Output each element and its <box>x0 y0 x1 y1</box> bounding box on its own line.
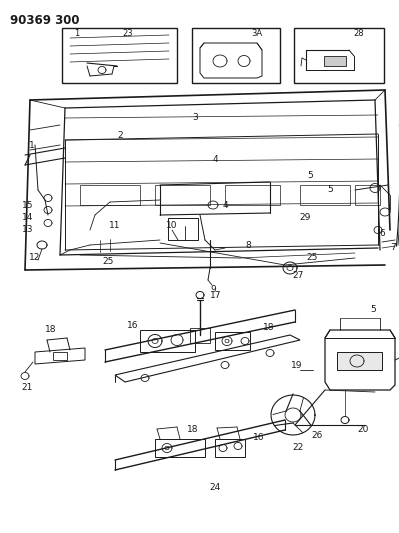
Text: 13: 13 <box>22 225 34 235</box>
Text: 5: 5 <box>327 185 333 195</box>
Text: 14: 14 <box>22 214 34 222</box>
Text: 16: 16 <box>127 320 139 329</box>
Text: 25: 25 <box>306 254 318 262</box>
Bar <box>155 185 210 205</box>
Bar <box>215 439 245 457</box>
Text: 23: 23 <box>122 29 132 38</box>
Bar <box>225 185 280 205</box>
Text: 90369 300: 90369 300 <box>10 14 79 27</box>
Bar <box>168 218 198 240</box>
Text: 17: 17 <box>210 290 221 300</box>
Text: 7: 7 <box>390 244 396 253</box>
Text: 26: 26 <box>311 431 323 440</box>
Bar <box>324 56 346 66</box>
Text: 3A: 3A <box>251 29 262 38</box>
Text: 1: 1 <box>74 29 79 38</box>
Text: 27: 27 <box>292 271 304 279</box>
Text: 20: 20 <box>357 425 368 434</box>
Bar <box>215 332 250 350</box>
Bar <box>140 330 195 352</box>
Text: 6: 6 <box>379 229 385 238</box>
Text: 12: 12 <box>29 254 41 262</box>
Text: 19: 19 <box>291 360 303 369</box>
Bar <box>155 439 205 457</box>
Bar <box>355 185 380 205</box>
Text: 9: 9 <box>210 286 216 295</box>
Bar <box>190 328 210 343</box>
Text: 5: 5 <box>370 305 376 314</box>
Text: 16: 16 <box>253 433 265 442</box>
Text: 8: 8 <box>245 240 251 249</box>
Text: 21: 21 <box>21 384 33 392</box>
Text: 28: 28 <box>354 29 364 38</box>
Bar <box>192 28 280 83</box>
Text: 1: 1 <box>29 141 35 149</box>
Text: 24: 24 <box>209 482 221 491</box>
Bar <box>294 28 384 83</box>
Text: 18: 18 <box>45 326 57 335</box>
Text: 2: 2 <box>117 131 123 140</box>
Bar <box>80 185 140 205</box>
Bar <box>300 185 350 205</box>
Text: 4: 4 <box>212 156 218 165</box>
Text: 18: 18 <box>187 425 198 434</box>
Bar <box>62 28 177 83</box>
Text: 25: 25 <box>102 257 114 266</box>
Text: 29: 29 <box>299 214 311 222</box>
Text: 5: 5 <box>307 171 313 180</box>
Text: 15: 15 <box>22 200 34 209</box>
Bar <box>337 352 382 370</box>
Text: 11: 11 <box>109 221 121 230</box>
Text: 18: 18 <box>263 324 275 333</box>
Text: 4: 4 <box>222 200 228 209</box>
Text: 3: 3 <box>192 114 198 123</box>
Text: 22: 22 <box>292 442 304 451</box>
Bar <box>53 352 67 360</box>
Text: 10: 10 <box>166 221 178 230</box>
